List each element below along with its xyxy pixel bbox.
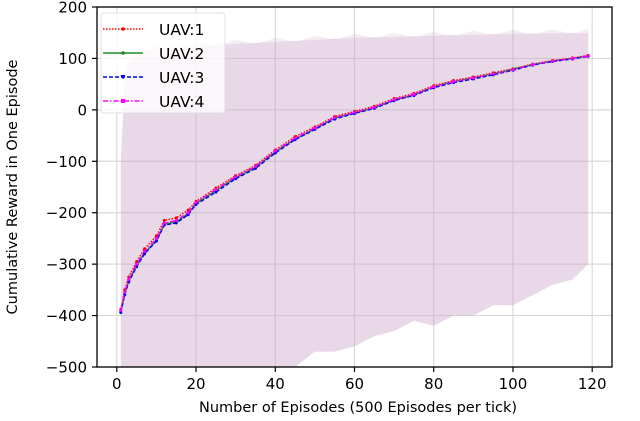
y-tick-label: −400 [46,307,87,325]
data-marker [372,105,376,109]
series-line-4 [120,55,589,311]
grid-lines [97,6,612,368]
data-marker [471,76,475,80]
data-marker [174,216,178,220]
y-tick-label: −200 [46,204,87,222]
data-marker [123,290,127,294]
data-marker [174,221,178,225]
data-marker [452,80,456,84]
data-marker [127,278,131,282]
data-marker [135,265,139,269]
data-marker [154,234,158,238]
legend-marker [120,75,126,80]
data-marker [234,177,238,181]
x-tick-label: 60 [345,375,364,393]
x-tick-label: 20 [186,375,205,393]
data-marker [293,136,297,140]
data-marker [162,221,166,225]
legend-label-2: UAV:2 [159,45,204,63]
data-marker [412,92,416,96]
x-tick-label: 80 [424,375,443,393]
data-marker [154,239,158,243]
data-marker [313,126,317,130]
data-marker [353,110,356,114]
y-axis-label: Cumulative Reward in One Episode [5,59,21,314]
series-lines [119,53,590,314]
y-tick-label: −300 [46,256,87,274]
data-marker [570,56,574,60]
band-area [120,33,589,367]
y-tick-label: −100 [46,153,87,171]
x-tick-label: 120 [578,375,607,393]
data-marker [253,166,257,170]
legend-marker [121,51,125,55]
data-marker [432,85,436,89]
y-tick-label: 200 [58,0,87,17]
x-tick-label: 40 [266,375,285,393]
data-marker [162,218,166,222]
confidence-band [120,29,589,367]
data-marker [586,54,590,58]
legend-marker [121,99,125,103]
y-axis-ticks: −500 −400 −300 −200 −100 0 100 200 [46,0,97,377]
data-marker [273,149,277,153]
data-marker [186,211,190,215]
data-marker [154,236,158,240]
y-tick-label: 0 [77,101,87,119]
data-marker [143,249,147,253]
data-marker [119,308,123,312]
data-marker [214,190,218,194]
legend-label-1: UAV:1 [159,21,204,39]
series-line-1 [120,54,589,310]
x-axis-label: Number of Episodes (500 Episodes per tic… [199,400,517,416]
y-tick-label: 100 [58,50,87,68]
x-tick-label: 0 [112,375,122,393]
data-marker [143,252,147,256]
data-marker [186,213,190,217]
legend-label-4: UAV:4 [159,93,204,111]
data-marker [253,164,257,168]
data-marker [214,188,218,192]
data-marker [135,262,139,266]
data-marker [511,68,515,72]
legend-marker [121,27,125,31]
data-marker [551,59,555,63]
y-tick-label: −500 [46,359,87,377]
data-marker [135,260,139,264]
data-marker [392,98,396,102]
legend: UAV:1 UAV:2 UAV:3 UAV:4 [100,12,226,114]
series-line-3 [120,55,589,313]
data-marker [531,63,535,67]
data-marker [333,116,337,120]
data-marker [194,200,198,204]
data-marker [234,175,238,179]
legend-label-3: UAV:3 [159,69,204,87]
x-axis-ticks: 0 20 40 60 80 100 120 [112,367,607,393]
data-marker [174,218,178,222]
data-marker [119,310,123,314]
legend-box [100,12,226,114]
data-marker [491,72,495,76]
x-tick-label: 100 [499,375,528,393]
